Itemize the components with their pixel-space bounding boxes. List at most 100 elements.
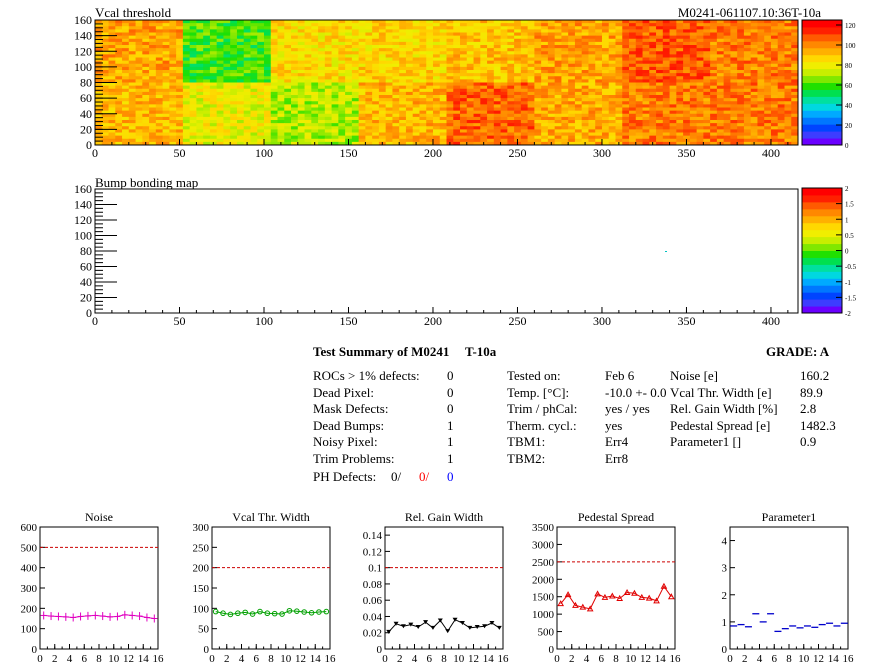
vcal-cell [764,26,772,30]
vcal-cell [554,23,562,27]
vcal-cell [277,57,285,62]
vcal-cell [142,60,150,65]
vcal-cell [520,32,529,37]
vcal-cell [547,88,556,93]
vcal-cell [500,26,508,30]
vcal-cell [487,32,495,37]
vcal-cell [243,135,251,140]
vcal-cell [696,113,704,118]
vcal-cell [473,82,481,87]
vcal-cell [493,141,501,146]
vcal-map-palette-segment [802,89,842,97]
vcal-cell [358,76,366,80]
vcal-cell [372,91,380,96]
vcal-cell [764,45,772,49]
vcal-cell [412,66,420,71]
vcal-cell [460,76,468,80]
vcal-cell [378,51,387,55]
vcal-cell [115,45,123,49]
vcal-cell [182,20,191,24]
vcal-cell [784,98,792,102]
vcal-cell [608,110,616,115]
vcal-cell [737,51,745,55]
vcal-cell [629,91,637,96]
vcal-cell [554,38,562,43]
vcal-cell [318,91,326,96]
bump-map-x-tick-label: 400 [762,314,780,328]
vcal-cell [561,123,569,127]
vcal-cell [696,45,704,49]
vcal-cell [473,101,481,105]
vcal-cell [791,113,799,118]
vcal-cell [764,35,772,40]
vcal-cell [176,41,184,46]
vcal-cell [291,107,299,112]
vcal-cell [561,54,569,58]
vcal-cell [791,104,799,108]
vcal-cell [547,51,556,55]
vcal-cell [250,138,258,143]
vcal-cell [791,23,799,27]
vcal-cell [534,120,542,124]
vcal-cell [547,60,556,65]
vcal-cell [696,76,704,80]
vcal-cell [426,48,434,52]
vcal-cell [662,107,670,112]
vcal-cell [541,129,549,133]
vcal-cell [351,135,360,140]
vcal-cell [149,63,157,68]
vcal-cell [716,129,725,133]
vcal-cell [730,113,738,118]
vcal-cell [196,98,204,102]
vcal-cell [777,54,785,58]
vcal-cell [473,41,481,46]
vcal-cell [642,132,650,137]
vcal-cell [460,29,468,33]
vcal-cell [568,29,576,33]
vcal-cell [182,88,191,93]
vcal-cell [500,95,508,99]
vcal-cell [284,38,292,43]
vcal-cell [669,120,677,124]
vcal-cell [493,70,501,74]
vcal-cell [703,113,711,118]
vcal-cell [345,32,353,37]
vcal-cell [155,135,163,140]
vcal-cell [318,45,326,49]
vcal-cell [243,95,251,99]
vcal-cell [365,63,373,68]
vcal-cell [122,88,130,93]
vcal-cell [250,45,258,49]
vcal-cell [101,113,109,118]
vcal-cell [568,48,576,52]
vcal-cell [331,101,339,105]
vcal-cell [649,138,657,143]
vcal-cell [453,23,461,27]
vcal-cell [534,135,542,140]
chart-point [586,605,594,612]
vcal-map-palette-segment [802,110,842,118]
vcal-cell [385,70,393,74]
vcal-cell [257,20,265,24]
vcal-cell [703,110,711,115]
vcal-cell [162,73,170,77]
vcal-cell [723,79,731,83]
vcal-cell [196,20,204,24]
vcal-cell [142,76,150,80]
vcal-cell [426,98,434,102]
vcal-cell [689,120,698,124]
vcal-cell [784,70,792,74]
vcal-cell [635,82,643,87]
vcal-cell [250,41,258,46]
vcal-cell [683,63,691,68]
vcal-cell [561,48,569,52]
vcal-cell [432,116,441,121]
bump-map-palette-segment [802,299,842,307]
chart-point [308,610,315,616]
vcal-cell [595,107,603,112]
vcal-map-palette-label: 20 [845,122,853,130]
vcal-cell [230,20,238,24]
vcal-cell [318,73,326,77]
vcal-cell [169,45,177,49]
vcal-map-y-tick-label: 100 [74,60,92,74]
